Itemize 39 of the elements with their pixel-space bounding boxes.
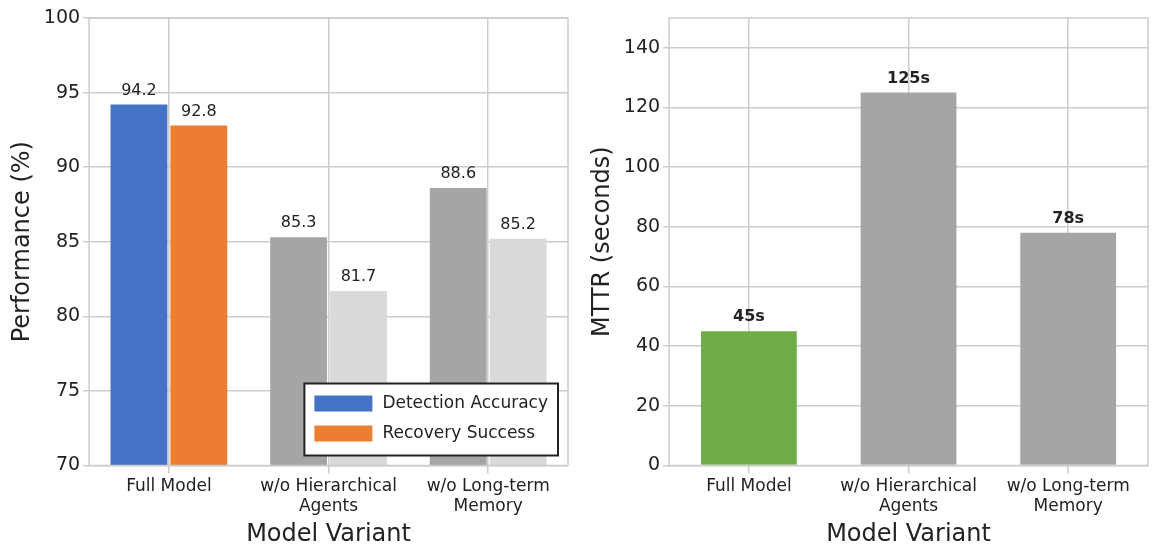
data-label: 88.6 xyxy=(440,163,477,183)
y-tick-label: 80 xyxy=(55,303,81,326)
legend-label: Detection Accuracy xyxy=(382,391,549,412)
y-tick-label: 70 xyxy=(55,452,81,475)
y-tick-label: 40 xyxy=(635,333,661,356)
y-tick-label: 120 xyxy=(623,94,661,117)
y-tick-label: 75 xyxy=(55,377,81,400)
x-axis-title: Model Variant xyxy=(826,518,991,547)
y-tick-label: 140 xyxy=(623,34,661,57)
data-label: 45s xyxy=(732,306,765,326)
data-label: 125s xyxy=(887,67,930,87)
x-tick-label: w/o Hierarchical Agents xyxy=(260,475,397,516)
bar xyxy=(1020,232,1117,465)
data-label: 78s xyxy=(1052,207,1085,227)
y-tick-label: 95 xyxy=(55,79,81,102)
y-tick-label: 85 xyxy=(55,228,81,251)
y-axis-title: MTTR (seconds) xyxy=(586,146,615,338)
data-label: 85.2 xyxy=(500,213,536,233)
bar xyxy=(700,331,797,465)
x-tick-label: Full Model xyxy=(126,475,212,496)
data-label: 85.3 xyxy=(280,212,317,232)
x-tick-label: w/o Long-term Memory xyxy=(426,475,550,516)
y-tick-label: 100 xyxy=(43,4,81,27)
y-tick-label: 0 xyxy=(647,452,661,475)
data-label: 81.7 xyxy=(340,266,377,286)
y-tick-label: 60 xyxy=(635,273,661,296)
y-axis-title: Performance (%) xyxy=(6,141,35,343)
bar xyxy=(860,92,957,465)
legend-label: Recovery Success xyxy=(382,421,536,442)
x-axis-title: Model Variant xyxy=(246,518,411,547)
y-tick-label: 100 xyxy=(623,154,661,177)
x-tick-label: Full Model xyxy=(706,475,792,496)
y-tick-label: 90 xyxy=(55,154,81,177)
x-tick-label: w/o Long-term Memory xyxy=(1006,475,1130,516)
data-label: 94.2 xyxy=(121,79,157,99)
y-tick-label: 20 xyxy=(635,392,661,415)
data-label: 92.8 xyxy=(181,100,217,120)
y-tick-label: 80 xyxy=(635,213,661,236)
x-tick-label: w/o Hierarchical Agents xyxy=(840,475,977,516)
